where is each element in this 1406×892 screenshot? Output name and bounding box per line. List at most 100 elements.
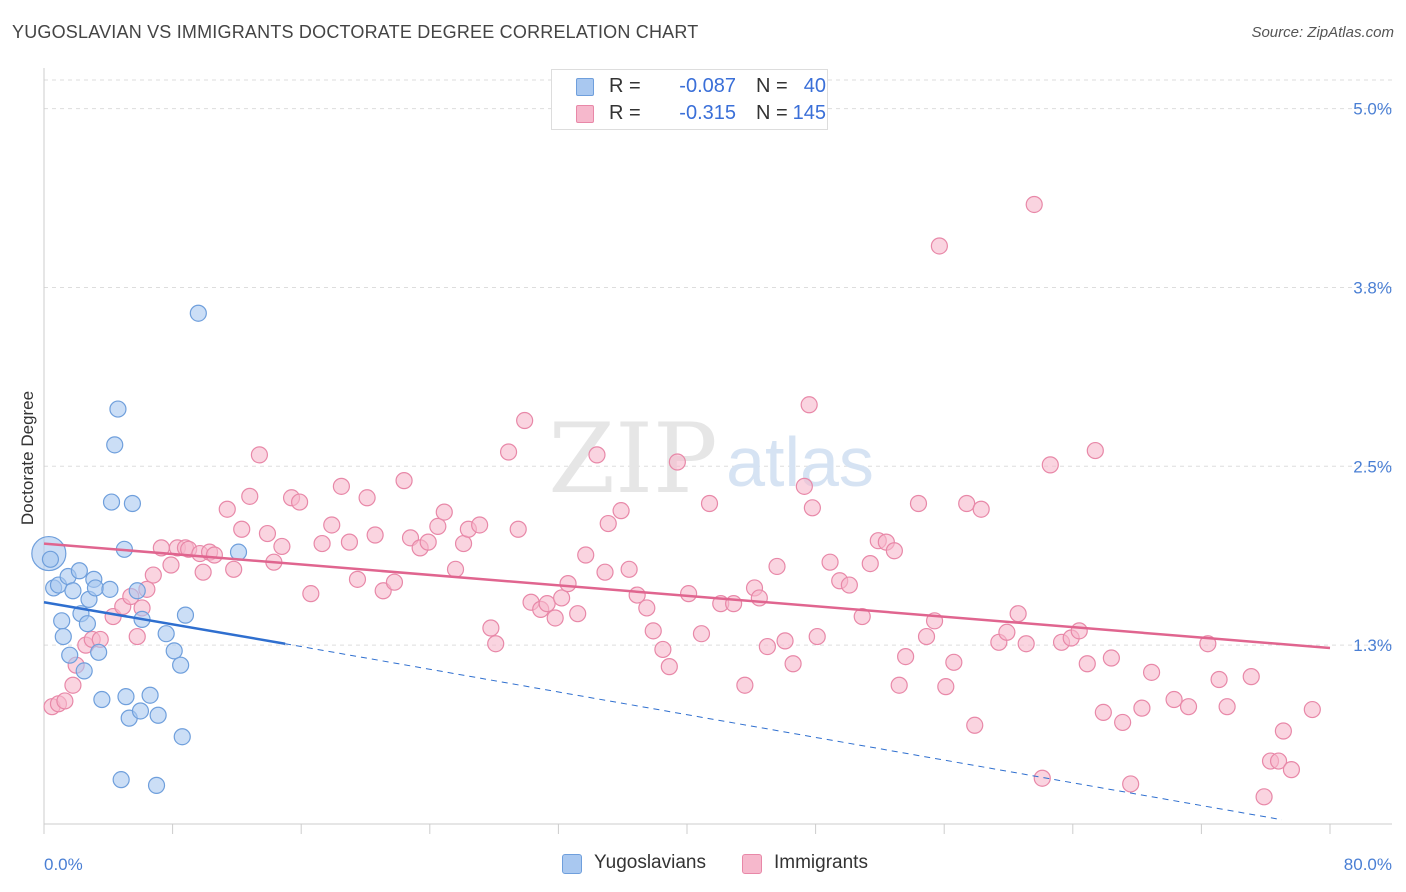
immigrants-point [225, 560, 243, 578]
immigrants-point [454, 534, 473, 553]
immigrants-point [758, 637, 776, 656]
chart-title: YUGOSLAVIAN VS IMMIGRANTS DOCTORATE DEGR… [12, 22, 699, 42]
immigrants-point [638, 599, 656, 617]
yugoslavians-point [189, 304, 207, 322]
yugoslavians-point [90, 643, 108, 661]
immigrants-point [1041, 456, 1059, 474]
immigrants-point [644, 622, 662, 640]
immigrants-point [1114, 713, 1132, 732]
immigrants-point [559, 575, 577, 593]
immigrants-point [736, 676, 754, 694]
immigrants-point [1255, 788, 1273, 806]
immigrants-point [1269, 752, 1288, 770]
immigrants-point [1210, 670, 1228, 689]
legend-r-label: R = [609, 102, 641, 124]
immigrants-point [945, 653, 963, 671]
immigrants-point [482, 619, 500, 637]
stats-legend: R = -0.087 N = 40 R = -0.315 N = 145 [551, 69, 828, 130]
legend-r-label: R = [609, 75, 641, 97]
immigrants-point [358, 489, 376, 507]
immigrants-point [700, 494, 719, 513]
legend-label: Immigrants [774, 852, 868, 873]
immigrants-point [429, 517, 447, 536]
immigrants-point [395, 472, 413, 490]
immigrants-point [1179, 698, 1198, 716]
yugoslavians-point [147, 776, 166, 794]
immigrants-point [596, 563, 614, 581]
immigrants-point [612, 502, 630, 520]
immigrants-point [538, 595, 556, 613]
axes [43, 68, 1392, 834]
legend-label: Yugoslavians [594, 852, 706, 873]
immigrants-point [258, 524, 277, 543]
immigrants-point [1165, 690, 1183, 709]
tick-labels: 1.3% 2.5% 3.8% 5.0% 0.0% 80.0% [44, 100, 1392, 874]
immigrants-point [750, 589, 768, 607]
yugoslavians-point [93, 690, 111, 709]
yugoslavians-point [141, 686, 159, 704]
yugoslavians-point [41, 550, 60, 568]
yugoslavians-point [123, 494, 142, 513]
immigrants-point [446, 560, 465, 578]
yugoslavians-point [61, 646, 79, 664]
yugoslavians-point [64, 582, 82, 600]
immigrants-point [692, 625, 711, 643]
immigrants-point [930, 237, 948, 255]
legend-n-label: N = [756, 75, 788, 97]
immigrants-point [966, 716, 984, 734]
immigrants-point [64, 676, 82, 694]
immigrants-point [313, 534, 331, 553]
immigrants-point [419, 533, 437, 551]
immigrants-trend-line [43, 542, 1331, 650]
immigrants-point [768, 557, 786, 576]
immigrants-point [1094, 703, 1112, 722]
yugoslavians-trend-line [43, 600, 286, 645]
legend-swatch-pink [576, 105, 594, 123]
immigrants-point [273, 537, 291, 556]
legend-n-label: N = [756, 102, 788, 124]
immigrants-point [1218, 698, 1236, 716]
immigrants-point [553, 589, 571, 607]
immigrants-point [937, 678, 955, 696]
yugoslavians-point [173, 728, 191, 746]
yugoslavians-point [172, 656, 190, 674]
immigrants-point [233, 520, 251, 538]
legend-swatch-blue [562, 854, 582, 874]
y-tick-label: 2.5% [1353, 457, 1392, 476]
y-tick-label: 5.0% [1353, 100, 1392, 119]
yugoslavians-point [149, 706, 167, 724]
immigrants-point [668, 453, 686, 471]
immigrants-point [1133, 699, 1151, 717]
immigrants-point [795, 477, 813, 495]
immigrants-point [1070, 622, 1088, 640]
immigrants-point [620, 560, 638, 578]
yugoslavians-point [53, 612, 71, 630]
yugoslavians-point [54, 627, 72, 646]
x-tick-label: 0.0% [44, 855, 83, 874]
immigrants-point [909, 494, 928, 513]
trend-lines [43, 542, 1331, 821]
immigrants-point [194, 563, 212, 581]
yugoslavians-point [70, 562, 88, 580]
immigrants-point [348, 570, 367, 588]
immigrants-point [340, 533, 359, 551]
immigrants-point [128, 627, 146, 646]
immigrants-point [1274, 722, 1292, 740]
immigrants-point [803, 499, 821, 517]
yugoslavians-point [128, 582, 146, 600]
yugoslavians-point [112, 771, 130, 789]
watermark: ZIP atlas [548, 403, 874, 515]
immigrants-point [366, 526, 384, 544]
yugoslavians-point [117, 688, 135, 706]
immigrants-point [218, 500, 236, 518]
immigrants-point [385, 573, 404, 591]
immigrants-point [499, 443, 518, 461]
yugoslavians-point [165, 642, 183, 660]
immigrants-point [323, 516, 341, 534]
yugoslavians-point [131, 702, 150, 720]
immigrants-points [43, 195, 1321, 806]
y-tick-label: 1.3% [1353, 636, 1392, 655]
immigrants-point [577, 546, 595, 564]
immigrants-point [546, 609, 564, 627]
